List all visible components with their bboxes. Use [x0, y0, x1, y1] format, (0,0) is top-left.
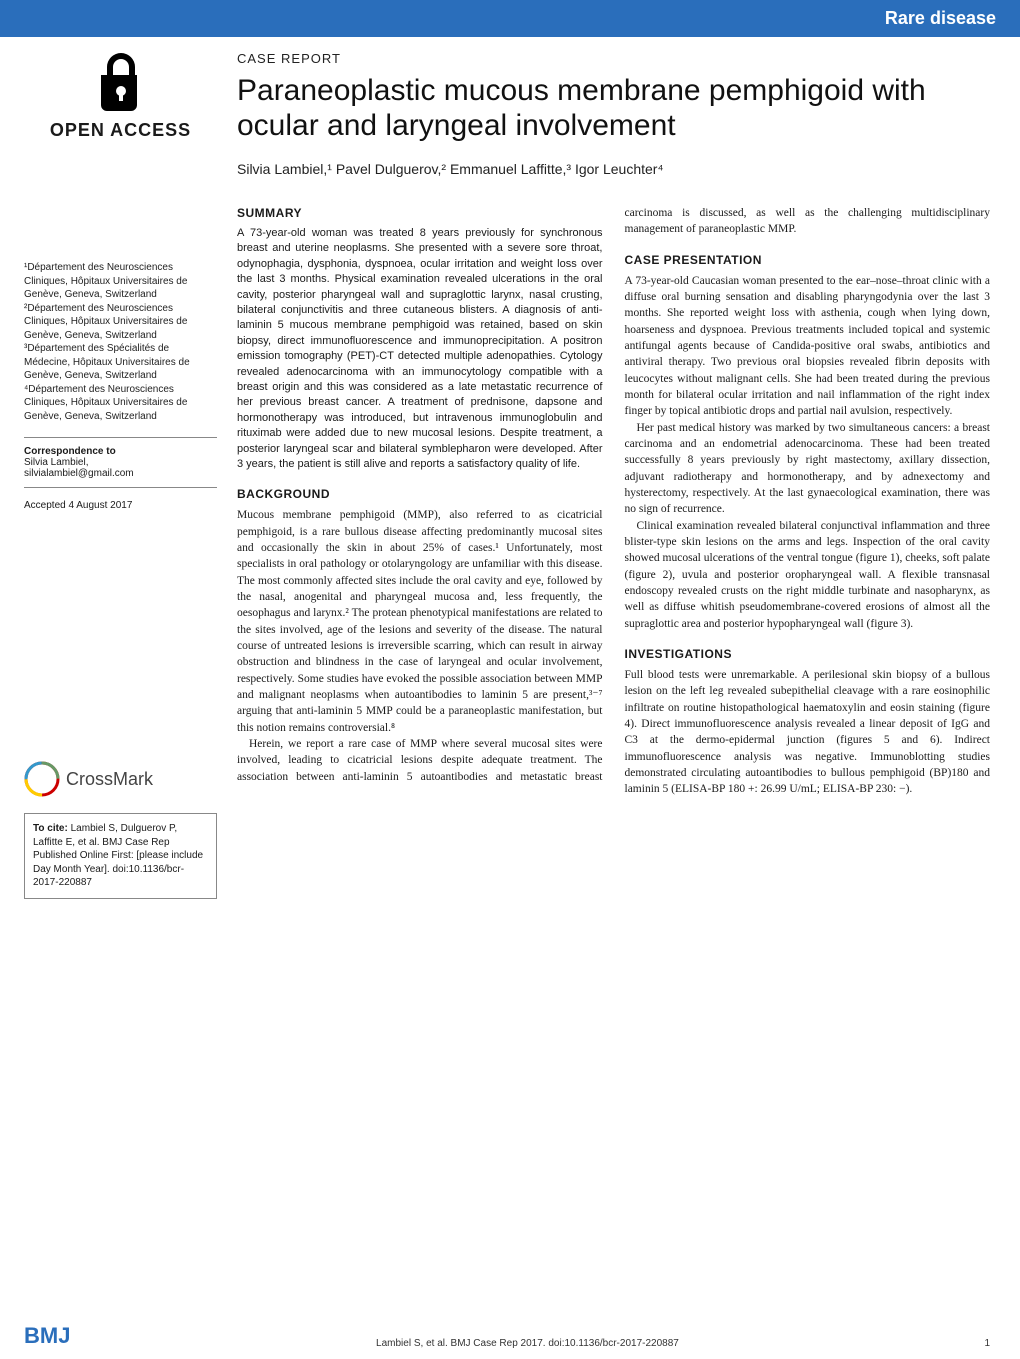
- footer-citation: Lambiel S, et al. BMJ Case Rep 2017. doi…: [376, 1338, 679, 1349]
- article-body: SUMMARY A 73-year-old woman was treated …: [237, 205, 990, 798]
- authors-line: Silvia Lambiel,¹ Pavel Dulguerov,² Emman…: [237, 161, 990, 177]
- crossmark-label: CrossMark: [66, 769, 153, 790]
- citation-box: To cite: Lambiel S, Dulguerov P, Laffitt…: [24, 813, 217, 899]
- article-type: CASE REPORT: [237, 51, 990, 66]
- investigations-p1: Full blood tests were unremarkable. A pe…: [625, 667, 991, 798]
- affiliation-1: ¹Département des Neurosciences Cliniques…: [24, 261, 217, 302]
- summary-heading: SUMMARY: [237, 205, 603, 222]
- open-access-badge: OPEN ACCESS: [24, 51, 217, 141]
- open-access-label: OPEN ACCESS: [24, 120, 217, 141]
- vertical-citation: BMJ Case Reports: first published as 10.…: [1004, 0, 1014, 50]
- investigations-heading: INVESTIGATIONS: [625, 646, 991, 663]
- correspondence-heading: Correspondence to: [24, 446, 217, 457]
- background-p1: Mucous membrane pemphigoid (MMP), also r…: [237, 507, 603, 736]
- affiliations-block: ¹Département des Neurosciences Cliniques…: [24, 261, 217, 423]
- summary-text: A 73-year-old woman was treated 8 years …: [237, 226, 603, 472]
- section-label: Rare disease: [885, 8, 996, 28]
- article-title: Paraneoplastic mucous membrane pemphigoi…: [237, 74, 990, 143]
- section-header-bar: Rare disease: [0, 0, 1020, 37]
- affiliation-4: ⁴Département des Neurosciences Cliniques…: [24, 383, 217, 424]
- case-heading: CASE PRESENTATION: [625, 252, 991, 269]
- correspondence-block: Correspondence to Silvia Lambiel, silvia…: [24, 437, 217, 488]
- crossmark-badge[interactable]: CrossMark: [24, 761, 217, 797]
- correspondence-email: silvialambiel@gmail.com: [24, 468, 217, 479]
- lock-icon: [96, 51, 146, 111]
- bmj-logo: BMJ: [24, 1323, 70, 1349]
- affiliation-2: ²Département des Neurosciences Cliniques…: [24, 302, 217, 343]
- case-p3: Clinical examination revealed bilateral …: [625, 518, 991, 632]
- page-number: 1: [984, 1338, 990, 1349]
- cite-label: To cite:: [33, 823, 68, 834]
- correspondence-name: Silvia Lambiel,: [24, 457, 217, 468]
- case-p2: Her past medical history was marked by t…: [625, 420, 991, 518]
- affiliation-3: ³Département des Spécialités de Médecine…: [24, 342, 217, 383]
- background-heading: BACKGROUND: [237, 486, 603, 503]
- case-p1: A 73-year-old Caucasian woman presented …: [625, 273, 991, 420]
- crossmark-icon: [24, 761, 60, 797]
- accepted-date: Accepted 4 August 2017: [24, 500, 217, 511]
- page-footer: BMJ Lambiel S, et al. BMJ Case Rep 2017.…: [0, 1323, 1020, 1349]
